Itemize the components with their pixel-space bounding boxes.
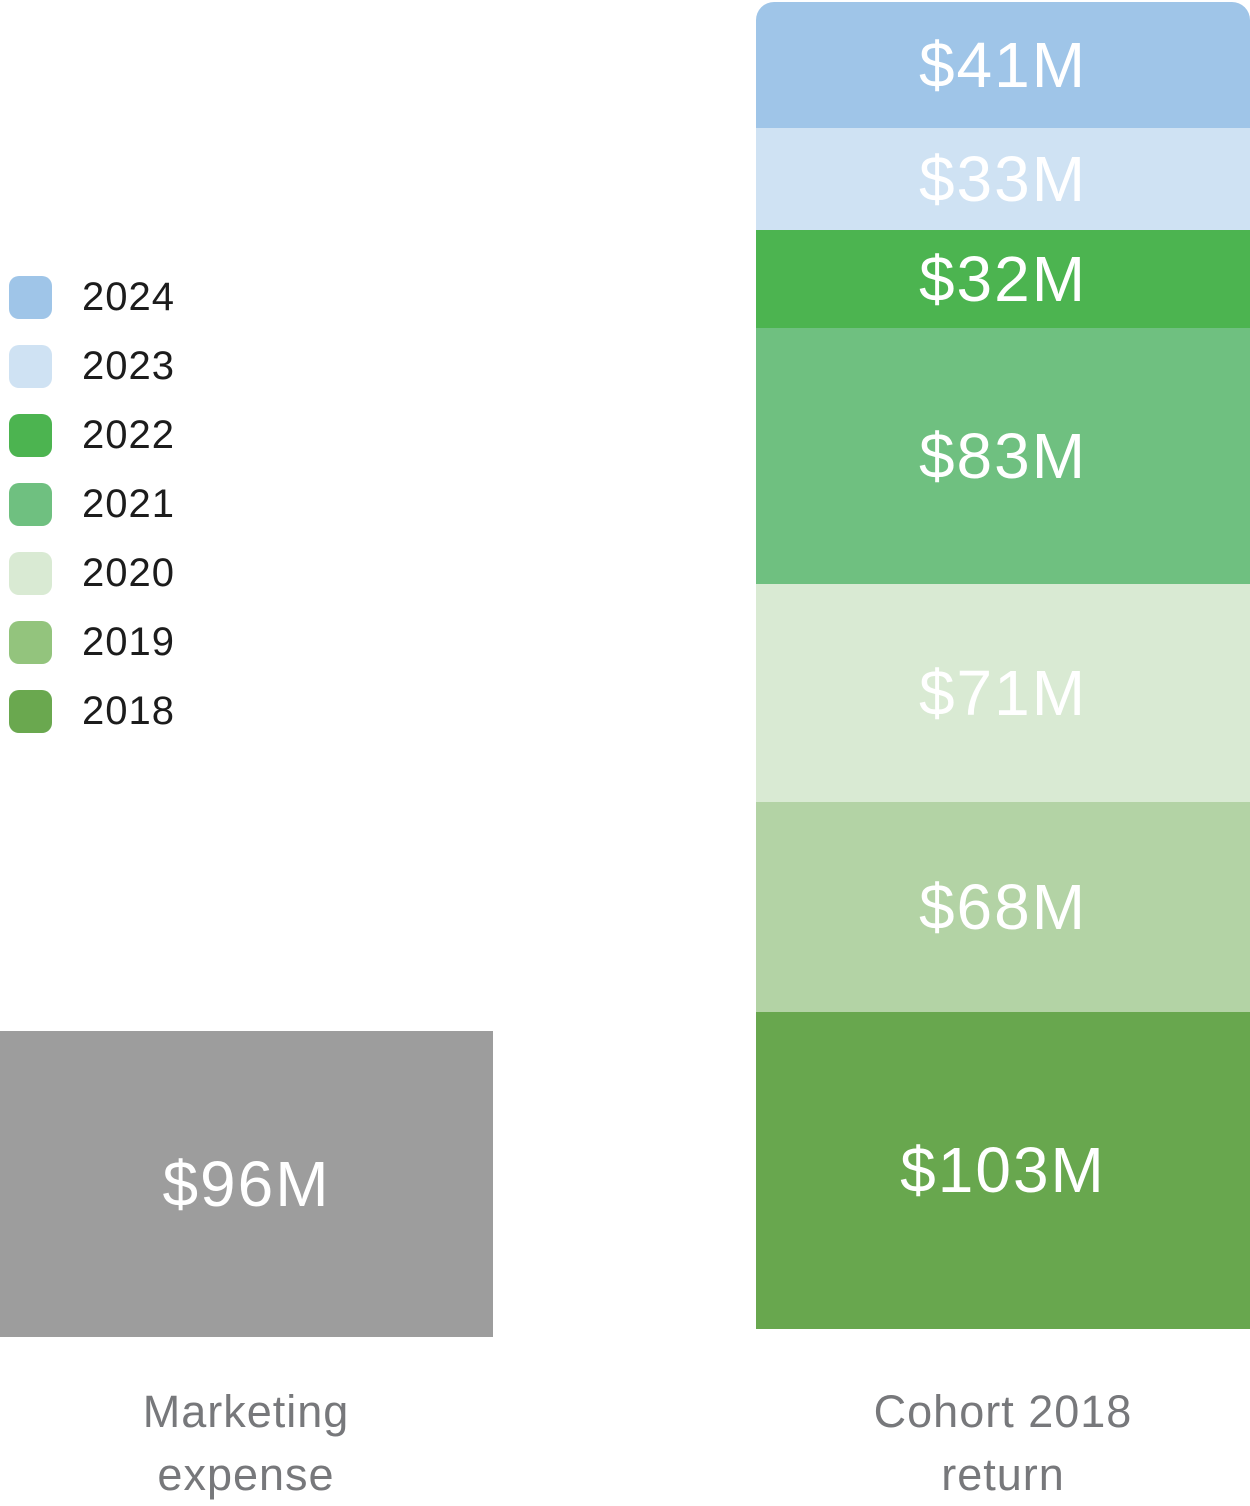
legend-item-2022: 2022 xyxy=(9,413,175,457)
segment-value-label: $33M xyxy=(918,143,1088,216)
legend-color-swatch xyxy=(9,345,52,388)
x-axis-label-marketing-expense: Marketing expense xyxy=(142,1386,350,1500)
legend-item-label: 2020 xyxy=(82,551,175,595)
legend: 2024 2023 2022 2021 2020 2019 2018 xyxy=(9,275,175,733)
legend-color-swatch xyxy=(9,552,52,595)
bar-segment-2018: $103M xyxy=(756,1011,1250,1329)
legend-item-label: 2021 xyxy=(82,482,175,526)
cohort-return-bar: $41M $33M $32M $83M $71M $68M $103M xyxy=(756,2,1250,1329)
legend-item-2020: 2020 xyxy=(9,551,175,595)
segment-value-label: $83M xyxy=(918,420,1088,493)
bar-segment-2020: $71M xyxy=(756,583,1250,803)
bar-segment-2022: $32M xyxy=(756,229,1250,329)
legend-item-2023: 2023 xyxy=(9,344,175,388)
legend-color-swatch xyxy=(9,414,52,457)
segment-value-label: $32M xyxy=(918,243,1088,316)
legend-item-label: 2022 xyxy=(82,413,175,457)
x-axis-label-cohort-return: Cohort 2018 return xyxy=(873,1386,1133,1500)
legend-item-2018: 2018 xyxy=(9,689,175,733)
legend-item-2021: 2021 xyxy=(9,482,175,526)
legend-color-swatch xyxy=(9,276,52,319)
legend-color-swatch xyxy=(9,690,52,733)
legend-item-label: 2023 xyxy=(82,344,175,388)
legend-item-label: 2024 xyxy=(82,275,175,319)
legend-color-swatch xyxy=(9,621,52,664)
segment-value-label: $71M xyxy=(918,657,1088,730)
legend-color-swatch xyxy=(9,483,52,526)
bar-segment-2019: $68M xyxy=(756,802,1250,1012)
bar-segment-2021: $83M xyxy=(756,328,1250,584)
legend-item-2019: 2019 xyxy=(9,620,175,664)
legend-item-label: 2018 xyxy=(82,689,175,733)
legend-item-2024: 2024 xyxy=(9,275,175,319)
bar-segment-2023: $33M xyxy=(756,128,1250,230)
segment-value-label: $103M xyxy=(900,1134,1106,1207)
bar-segment-2024: $41M xyxy=(756,2,1250,129)
marketing-expense-value-label: $96M xyxy=(162,1148,331,1220)
marketing-expense-bar: $96M xyxy=(0,1031,493,1337)
legend-item-label: 2019 xyxy=(82,620,175,664)
segment-value-label: $68M xyxy=(918,871,1088,944)
segment-value-label: $41M xyxy=(918,29,1088,102)
